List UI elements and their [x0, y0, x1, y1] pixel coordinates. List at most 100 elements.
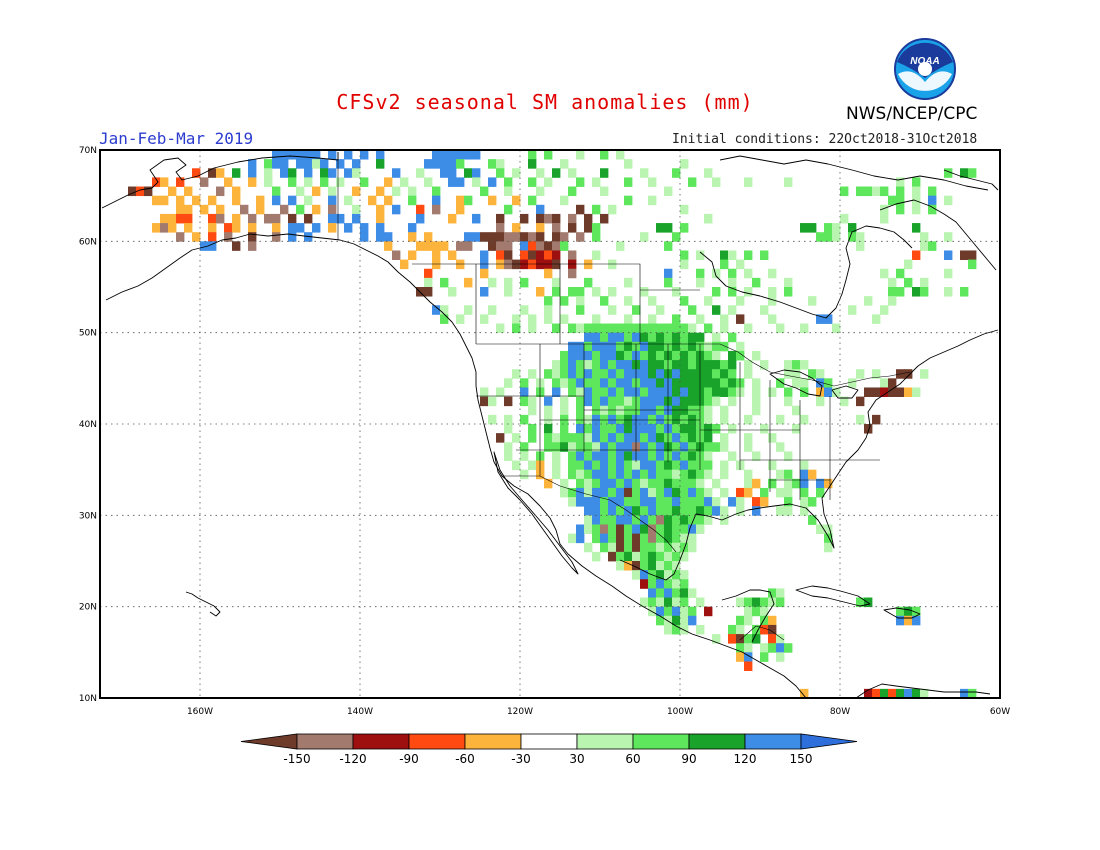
anomaly-cell — [696, 268, 705, 279]
anomaly-cell — [800, 360, 809, 370]
anomaly-cell — [768, 597, 777, 608]
anomaly-cell — [448, 250, 457, 260]
anomaly-cell — [680, 323, 689, 334]
anomaly-cell — [536, 223, 545, 233]
anomaly-cell — [408, 195, 417, 206]
anomaly-cell — [472, 150, 481, 160]
anomaly-cell — [480, 287, 489, 297]
anomaly-cell — [392, 168, 401, 178]
anomaly-cell — [296, 150, 305, 160]
anomaly-cell — [904, 606, 913, 617]
anomaly-cell — [896, 204, 905, 215]
anomaly-cell — [496, 159, 505, 169]
anomaly-cell — [696, 332, 705, 343]
anomaly-cell — [504, 414, 513, 425]
anomaly-cell — [616, 524, 625, 534]
anomaly-cell — [248, 223, 257, 233]
anomaly-cell — [640, 168, 649, 178]
anomaly-cell — [688, 332, 697, 343]
anomaly-cell — [584, 478, 593, 489]
anomaly-cell — [760, 360, 769, 370]
anomaly-cell — [216, 186, 225, 197]
anomaly-cell — [640, 323, 649, 334]
anomaly-cell — [280, 204, 289, 215]
political-boundaries — [337, 152, 911, 641]
anomaly-cell — [928, 204, 937, 215]
anomaly-cell — [752, 350, 761, 361]
anomaly-cell — [544, 296, 553, 306]
anomaly-cell — [680, 460, 689, 471]
anomaly-cell — [408, 186, 417, 197]
anomaly-cell — [640, 515, 649, 525]
anomaly-cell — [632, 506, 641, 516]
anomaly-cell — [648, 314, 657, 324]
anomaly-cell — [656, 533, 665, 544]
anomaly-cell — [640, 433, 649, 443]
anomaly-cell — [560, 378, 569, 388]
anomaly-cell — [552, 287, 561, 297]
anomaly-cell — [496, 168, 505, 178]
anomaly-cell — [288, 168, 297, 178]
anomaly-cell — [624, 387, 633, 397]
anomaly-cell — [576, 497, 585, 507]
anomaly-cell — [376, 159, 385, 169]
anomaly-cell — [672, 314, 681, 324]
colorbar-label: -60 — [455, 752, 475, 766]
anomaly-cell — [288, 177, 297, 187]
colorbar-arrow-high — [800, 733, 858, 750]
anomaly-cell — [616, 487, 625, 498]
anomaly-cell — [656, 460, 665, 471]
anomaly-cell — [456, 195, 465, 206]
great-lakes — [769, 369, 859, 399]
anomaly-cell — [744, 652, 753, 662]
anomaly-cell — [568, 186, 577, 197]
anomaly-cell — [664, 497, 673, 507]
anomaly-cell — [640, 405, 649, 416]
longitude-labels: 160W 140W 120W 100W 80W 60W — [187, 707, 1010, 717]
anomaly-cell — [704, 451, 713, 461]
anomaly-cell — [944, 287, 953, 297]
anomaly-cell — [472, 232, 481, 242]
anomaly-cell — [704, 515, 713, 525]
anomaly-cell — [784, 469, 793, 480]
anomaly-cell — [328, 204, 337, 215]
anomaly-cell — [208, 195, 217, 206]
anomaly-cell — [776, 487, 785, 498]
anomaly-cell — [600, 360, 609, 370]
anomaly-cell — [600, 350, 609, 361]
coastlines — [101, 152, 999, 698]
anomaly-cell — [552, 168, 561, 178]
anomaly-cell — [648, 478, 657, 489]
anomaly-cell — [600, 497, 609, 507]
anomaly-cell — [352, 168, 361, 178]
anomaly-cell — [680, 442, 689, 452]
anomaly-cell — [928, 241, 937, 251]
anomaly-cell — [464, 241, 473, 251]
colorbar-label: 30 — [569, 752, 584, 766]
anomaly-cell — [824, 542, 833, 553]
anomaly-cell — [712, 268, 721, 279]
anomaly-cell — [648, 177, 657, 187]
anomaly-cell — [856, 186, 865, 197]
anomaly-cell — [744, 469, 753, 480]
anomaly-cell — [648, 460, 657, 471]
anomaly-cell — [704, 606, 713, 617]
anomaly-cell — [680, 350, 689, 361]
anomaly-cell — [736, 341, 745, 352]
anomaly-cell — [576, 414, 585, 425]
anomaly-cell — [440, 168, 449, 178]
anomaly-cell — [592, 223, 601, 233]
longitude-label: 140W — [347, 707, 373, 717]
anomaly-cell — [488, 159, 497, 169]
anomaly-cell — [680, 588, 689, 598]
anomaly-cell — [304, 232, 313, 242]
anomaly-cell — [744, 615, 753, 626]
anomaly-cell — [576, 287, 585, 297]
anomaly-cell — [288, 232, 297, 242]
anomaly-cell — [888, 287, 897, 297]
anomaly-cell — [576, 341, 585, 352]
latitude-label: 40N — [79, 420, 97, 430]
anomaly-cell — [728, 369, 737, 379]
